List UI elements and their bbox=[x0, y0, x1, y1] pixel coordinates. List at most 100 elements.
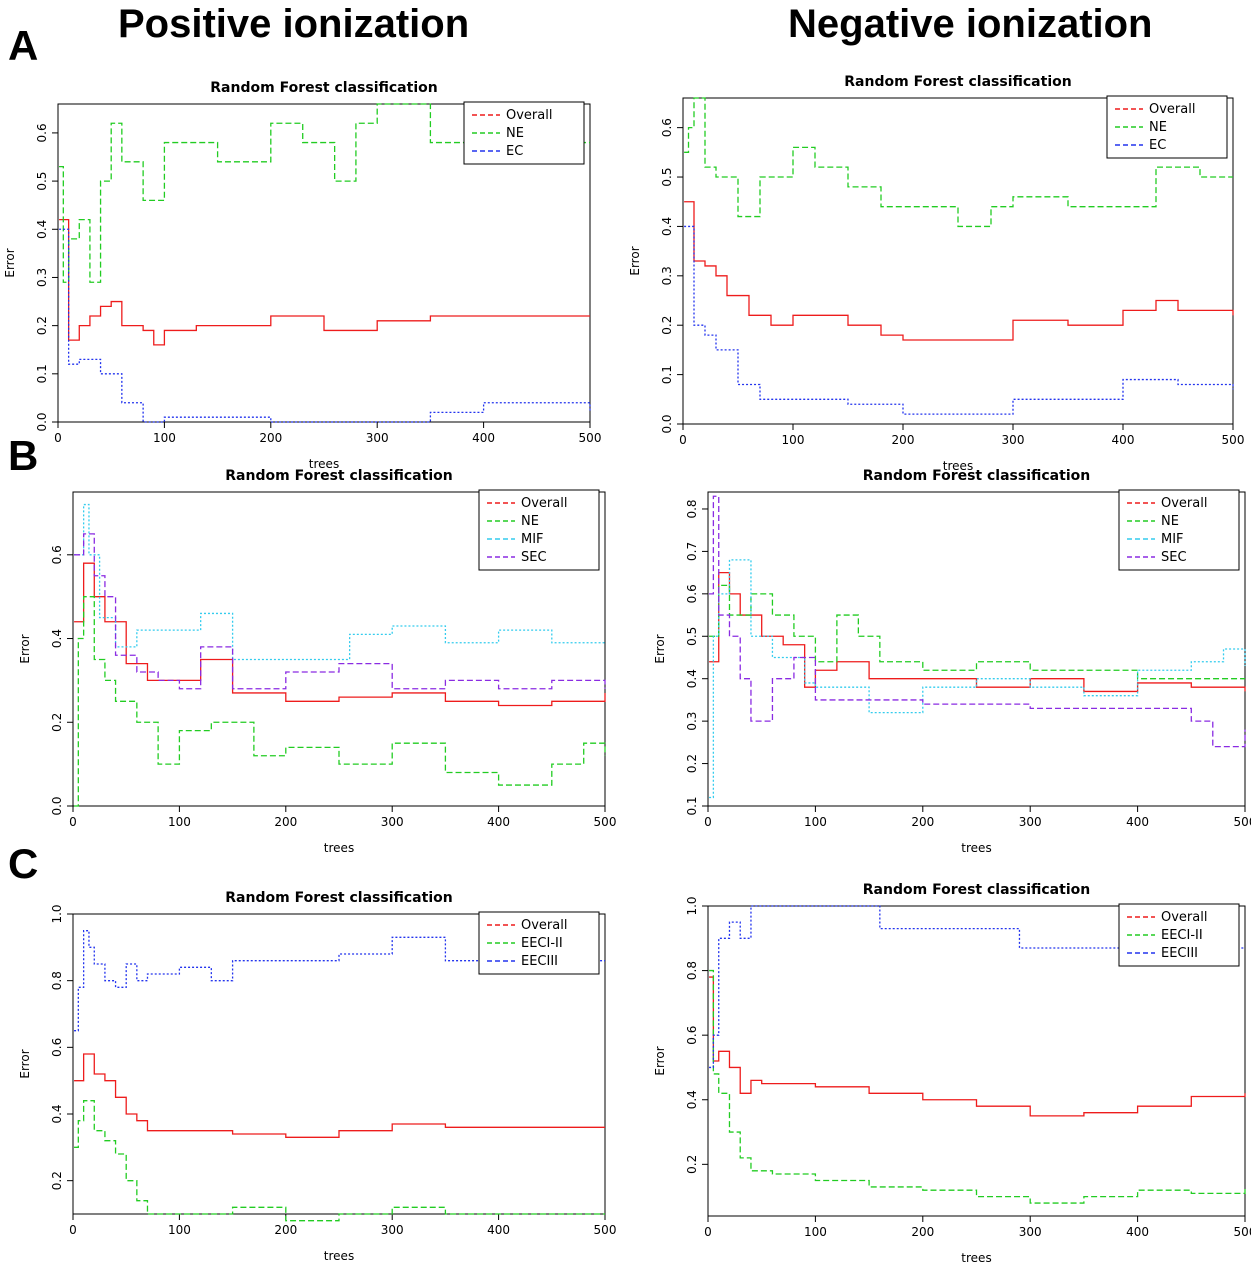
legend-label: Overall bbox=[1161, 910, 1207, 925]
legend-label: EECI-II bbox=[1161, 928, 1203, 943]
row-label-a: A bbox=[8, 22, 39, 69]
legend-label: Overall bbox=[506, 108, 552, 123]
legend-label: SEC bbox=[521, 550, 547, 565]
row-label-c: C bbox=[8, 840, 39, 887]
y-tick-label: 1.0 bbox=[50, 904, 64, 923]
y-tick-label: 0.4 bbox=[685, 669, 699, 688]
y-axis-label: Error bbox=[653, 1046, 667, 1075]
y-tick-label: 0.1 bbox=[35, 364, 49, 383]
chart-svg: Random Forest classification 0 100 200 300 40… bbox=[653, 882, 1251, 1265]
x-tick-label: 0 bbox=[704, 815, 712, 829]
x-tick-label: 0 bbox=[69, 815, 77, 829]
chart-title: Random Forest classification bbox=[863, 882, 1090, 898]
series-line-overall bbox=[74, 562, 606, 707]
x-axis-label: trees bbox=[324, 841, 354, 855]
x-tick-label: 300 bbox=[381, 815, 404, 829]
x-axis-label: trees bbox=[309, 457, 339, 471]
y-tick-label: 0.0 bbox=[50, 796, 64, 815]
x-tick-label: 500 bbox=[579, 431, 602, 445]
legend-label: NE bbox=[521, 514, 539, 529]
x-tick-label: 500 bbox=[1234, 815, 1251, 829]
x-tick-label: 500 bbox=[1234, 1225, 1251, 1239]
chart-title: Random Forest classification bbox=[225, 468, 452, 484]
y-tick-label: 0.1 bbox=[685, 796, 699, 815]
legend-label: SEC bbox=[1161, 550, 1187, 565]
chart-panel-a-negative: Random Forest classification 0 100 200 300 40… bbox=[625, 62, 1251, 473]
y-tick-label: 0.4 bbox=[50, 1104, 64, 1123]
chart-panel-c-negative: Random Forest classification 0 100 200 300 40… bbox=[640, 876, 1251, 1266]
x-tick-label: 200 bbox=[911, 1225, 934, 1239]
y-tick-label: 0.2 bbox=[50, 713, 64, 732]
legend-label: Overall bbox=[521, 918, 567, 933]
y-tick-label: 0.4 bbox=[35, 220, 49, 239]
legend-label: EECI-II bbox=[521, 936, 563, 951]
x-tick-label: 100 bbox=[782, 433, 805, 447]
legend-label: MIF bbox=[1161, 532, 1184, 547]
plot-frame bbox=[707, 491, 1246, 807]
x-tick-label: 300 bbox=[1002, 433, 1025, 447]
plot-frame bbox=[682, 97, 1234, 425]
y-tick-label: 0.5 bbox=[660, 167, 674, 186]
x-tick-label: 200 bbox=[274, 1223, 297, 1237]
x-tick-label: 0 bbox=[69, 1223, 77, 1237]
row-label-b: B bbox=[8, 432, 39, 479]
y-tick-label: 0.6 bbox=[685, 584, 699, 603]
y-tick-label: 0.6 bbox=[35, 123, 49, 142]
legend-label: EECIII bbox=[1161, 946, 1198, 961]
x-tick-label: 500 bbox=[594, 815, 617, 829]
y-tick-label: 0.3 bbox=[660, 266, 674, 285]
chart-svg: Random Forest classification 0 100 200 300 40… bbox=[628, 74, 1245, 473]
y-axis-label: Error bbox=[628, 246, 642, 275]
x-tick-label: 0 bbox=[679, 433, 687, 447]
y-tick-label: 0.2 bbox=[50, 1171, 64, 1190]
x-tick-label: 300 bbox=[366, 431, 389, 445]
series-line-eeciii bbox=[709, 905, 1245, 1069]
chart-svg: Random Forest classification 0 100 200 300 40… bbox=[653, 468, 1251, 855]
legend-label: EC bbox=[1149, 138, 1166, 153]
x-tick-label: 100 bbox=[804, 1225, 827, 1239]
y-tick-label: 0.8 bbox=[685, 961, 699, 980]
y-tick-label: 0.5 bbox=[35, 172, 49, 191]
x-tick-label: 400 bbox=[472, 431, 495, 445]
x-tick-label: 100 bbox=[153, 431, 176, 445]
legend-label: MIF bbox=[521, 532, 544, 547]
y-tick-label: 0.3 bbox=[685, 712, 699, 731]
x-tick-label: 300 bbox=[1019, 815, 1042, 829]
x-axis-label: trees bbox=[943, 459, 973, 473]
chart-svg: Random Forest classification 0 100 200 300 40… bbox=[18, 890, 616, 1263]
chart-panel-b-negative: Random Forest classification 0 100 200 300 40… bbox=[640, 462, 1251, 855]
series-line-sec bbox=[74, 533, 606, 690]
y-tick-label: 0.8 bbox=[685, 499, 699, 518]
y-tick-label: 0.7 bbox=[685, 542, 699, 561]
x-axis-label: trees bbox=[961, 1251, 991, 1265]
chart-title: Random Forest classification bbox=[863, 468, 1090, 484]
series-line-overall bbox=[74, 1053, 605, 1138]
x-tick-label: 400 bbox=[1126, 815, 1149, 829]
y-tick-label: 0.4 bbox=[685, 1090, 699, 1109]
series-line-overall bbox=[59, 218, 590, 346]
plot-frame bbox=[707, 905, 1246, 1217]
x-tick-label: 100 bbox=[804, 815, 827, 829]
x-tick-label: 400 bbox=[1112, 433, 1135, 447]
y-tick-label: 0.2 bbox=[685, 1155, 699, 1174]
plot-frame bbox=[72, 491, 606, 807]
x-axis-label: trees bbox=[324, 1249, 354, 1263]
series-line-mif bbox=[74, 503, 605, 661]
y-tick-label: 0.2 bbox=[660, 316, 674, 335]
x-tick-label: 300 bbox=[1019, 1225, 1042, 1239]
x-tick-label: 200 bbox=[911, 815, 934, 829]
chart-title: Random Forest classification bbox=[225, 890, 452, 906]
chart-panel-c-positive: Random Forest classification 0 100 200 300 40… bbox=[0, 884, 620, 1264]
y-axis-label: Error bbox=[653, 634, 667, 663]
x-tick-label: 500 bbox=[1222, 433, 1245, 447]
x-tick-label: 400 bbox=[1126, 1225, 1149, 1239]
y-axis-label: Error bbox=[18, 634, 32, 663]
legend-label: EECIII bbox=[521, 954, 558, 969]
legend-label: Overall bbox=[1161, 496, 1207, 511]
chart-panel-a-positive: Random Forest classification 0 100 200 300 40… bbox=[0, 70, 610, 471]
series-line-eeciii bbox=[74, 930, 605, 1032]
chart-title: Random Forest classification bbox=[210, 80, 437, 96]
y-tick-label: 0.5 bbox=[685, 627, 699, 646]
series-line-eeci-ii bbox=[709, 969, 1246, 1204]
series-line-overall bbox=[709, 976, 1246, 1117]
